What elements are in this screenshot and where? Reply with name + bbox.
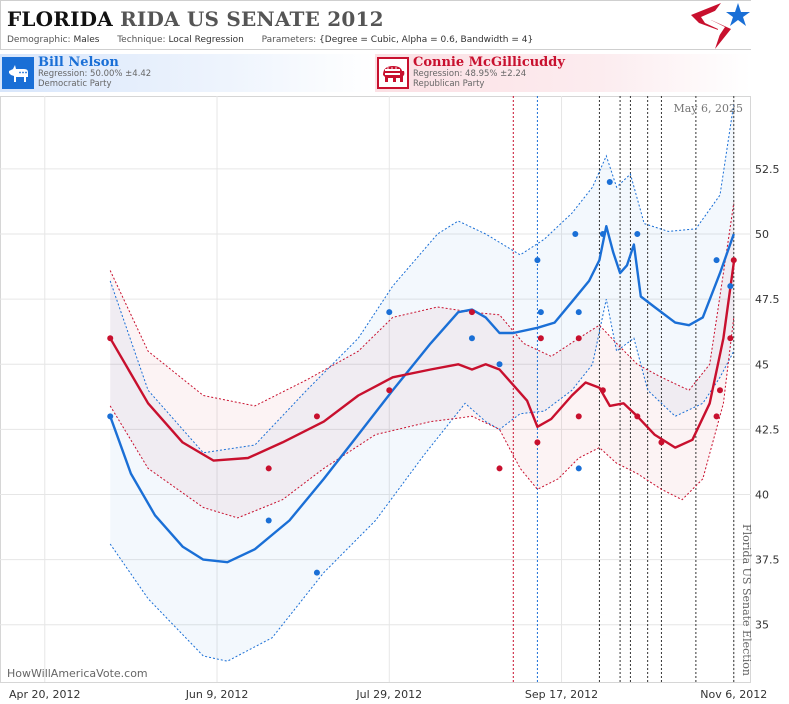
- candidate-dem-party: Democratic Party: [38, 79, 112, 89]
- poll-point-dem: [634, 231, 641, 238]
- trend-line-rep: [109, 262, 735, 462]
- parameters-value: {Degree = Cubic, Alpha = 0.6, Bandwidth …: [319, 35, 534, 45]
- y-tick-label: 37.5: [755, 554, 780, 567]
- chart-header: FLORIDA RIDA US SENATE 2012 Demographic:…: [0, 0, 751, 50]
- upper-bound-dem: [109, 103, 735, 454]
- election-label: Florida US Senate Election: [740, 524, 753, 676]
- democratic-donkey-icon: [2, 57, 34, 89]
- lower-bound-rep: [109, 317, 735, 519]
- poll-point-dem: [727, 283, 734, 290]
- confidence-band-rep: [110, 202, 734, 518]
- poll-point-rep: [537, 335, 544, 342]
- demographic-label: Demographic:: [7, 35, 71, 45]
- poll-point-rep: [634, 413, 641, 420]
- y-tick-label: 47.5: [755, 293, 780, 306]
- poll-point-dem: [107, 413, 114, 420]
- poll-point-rep: [713, 413, 720, 420]
- poll-point-rep: [313, 413, 320, 420]
- x-tick-label: Jul 29, 2012: [355, 688, 422, 701]
- y-tick-label: 45: [755, 358, 769, 371]
- poll-point-rep: [658, 439, 665, 446]
- candidate-dem: Bill Nelson Regression: 50.00% ±4.42 Dem…: [0, 54, 375, 92]
- poll-point-rep: [534, 439, 541, 446]
- poll-point-rep: [496, 465, 503, 472]
- poll-point-dem: [713, 257, 720, 264]
- chart-title: FLORIDA RIDA US SENATE 2012: [7, 7, 384, 31]
- poll-point-dem: [386, 309, 393, 316]
- candidate-rep-party: Republican Party: [413, 79, 485, 89]
- poll-point-rep: [386, 387, 393, 394]
- x-tick-label: Nov 6, 2012: [700, 688, 767, 701]
- poll-point-dem: [468, 335, 475, 342]
- candidate-dem-name: Bill Nelson: [38, 55, 119, 70]
- date-annotation: May 6, 2025: [673, 102, 743, 115]
- x-tick-label: Sep 17, 2012: [525, 688, 598, 701]
- poll-point-rep: [599, 387, 606, 394]
- poll-point-dem: [599, 231, 606, 238]
- y-tick-label: 42.5: [755, 423, 780, 436]
- poll-point-dem: [496, 361, 503, 368]
- republican-elephant-icon: [377, 57, 409, 89]
- poll-point-rep: [575, 335, 582, 342]
- technique-label: Technique:: [117, 35, 166, 45]
- poll-chart: 35 37.5 40 42.5 45 47.5 50 52.5 Apr 20, 2012 Jun …: [0, 96, 780, 701]
- y-tick-label: 35: [755, 619, 769, 632]
- plot-area: [0, 96, 751, 683]
- poll-point-dem: [575, 309, 582, 316]
- poll-point-rep: [716, 387, 723, 394]
- candidate-dem-regression: Regression: 50.00% ±4.42: [38, 69, 152, 79]
- parameters-line: Demographic: Males Technique: Local Regr…: [7, 35, 533, 45]
- poll-point-dem: [534, 257, 541, 264]
- poll-point-rep: [468, 309, 475, 316]
- poll-point-dem: [537, 309, 544, 316]
- candidate-rep-regression: Regression: 48.95% ±2.24: [413, 69, 527, 79]
- site-logo-icon: [691, 3, 750, 49]
- upper-bound-rep: [109, 202, 735, 407]
- lower-bound-dem: [109, 298, 735, 662]
- poll-point-dem: [606, 178, 613, 185]
- candidate-rep: Connie McGillicuddy Regression: 48.95% ±…: [375, 54, 751, 92]
- poll-point-dem: [313, 569, 320, 576]
- title-state: FLORIDA: [7, 7, 113, 31]
- title-race: RIDA US SENATE 2012: [120, 7, 384, 31]
- watermark: HowWillAmericaVote.com: [7, 667, 148, 680]
- x-tick-label: Jun 9, 2012: [185, 688, 249, 701]
- poll-point-dem: [265, 517, 272, 524]
- x-tick-label: Apr 20, 2012: [9, 688, 81, 701]
- poll-point-rep: [727, 335, 734, 342]
- y-tick-label: 52.5: [755, 163, 780, 176]
- poll-point-rep: [730, 257, 737, 264]
- trend-line-dem: [109, 225, 735, 564]
- y-tick-label: 40: [755, 488, 769, 501]
- parameters-label: Parameters:: [261, 35, 317, 45]
- demographic-value: Males: [73, 35, 100, 45]
- technique-value: Local Regression: [168, 35, 244, 45]
- poll-point-rep: [107, 335, 114, 342]
- poll-point-dem: [572, 231, 579, 238]
- candidate-rep-name: Connie McGillicuddy: [413, 55, 565, 70]
- y-tick-label: 50: [755, 228, 769, 241]
- poll-point-dem: [575, 465, 582, 472]
- poll-point-rep: [575, 413, 582, 420]
- poll-point-rep: [265, 465, 272, 472]
